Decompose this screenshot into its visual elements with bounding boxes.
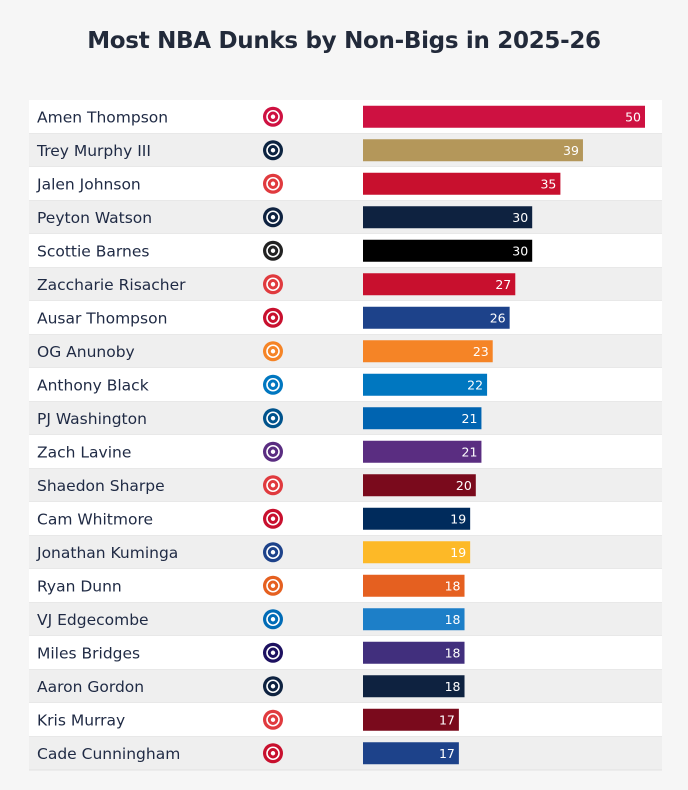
player-name-label: Kris Murray [37, 711, 125, 729]
row-background [29, 669, 662, 703]
bar [363, 239, 533, 262]
player-name-label: Miles Bridges [37, 644, 140, 662]
bar [363, 541, 471, 564]
player-name-label: Trey Murphy III [36, 142, 151, 160]
player-name-label: Zach Lavine [37, 443, 131, 461]
bar [363, 708, 459, 731]
row-background [29, 267, 662, 301]
bar-value-label: 17 [439, 712, 455, 727]
hornets-logo-icon [263, 642, 283, 663]
magic-logo-icon [263, 374, 283, 395]
bar-value-label: 30 [512, 243, 528, 258]
player-name-label: Ausar Thompson [37, 309, 167, 327]
bar-value-label: 35 [540, 176, 556, 191]
bar-value-label: 23 [473, 344, 489, 359]
hawks-logo-icon [263, 173, 283, 194]
row-background [29, 736, 662, 770]
bar-value-label: 50 [625, 109, 641, 124]
row-background [29, 502, 662, 536]
nuggets-logo-icon [263, 207, 283, 228]
suns-logo-icon [263, 575, 283, 596]
bar [363, 574, 465, 597]
bar-value-label: 21 [462, 411, 478, 426]
player-name-label: Cade Cunningham [37, 745, 180, 763]
bar-value-label: 39 [563, 143, 579, 158]
bar-value-label: 18 [445, 612, 461, 627]
bar-value-label: 27 [495, 277, 511, 292]
bar [363, 105, 645, 128]
warriors-logo-icon [263, 542, 283, 563]
trail-blazers-logo-icon [263, 475, 283, 496]
bar-value-label: 18 [445, 679, 461, 694]
player-name-label: VJ Edgecombe [37, 611, 149, 629]
bar-value-label: 21 [462, 444, 478, 459]
trail-blazers-logo-icon [263, 709, 283, 730]
player-name-label: Aaron Gordon [37, 678, 144, 696]
player-name-label: Cam Whitmore [37, 510, 153, 528]
bar [363, 172, 561, 195]
row-background [29, 468, 662, 502]
player-name-label: Peyton Watson [37, 209, 152, 227]
player-name-label: Shaedon Sharpe [37, 477, 165, 495]
bar [363, 407, 482, 430]
bar-value-label: 18 [445, 645, 461, 660]
raptors-logo-icon [263, 240, 283, 261]
bar [363, 474, 476, 497]
pelicans-logo-icon [263, 140, 283, 161]
rockets-logo-icon [263, 106, 283, 127]
bar [363, 340, 493, 363]
knicks-logo-icon [263, 341, 283, 362]
row-background [29, 569, 662, 603]
76ers-logo-icon [263, 609, 283, 630]
bar-value-label: 19 [450, 511, 466, 526]
row-background [29, 200, 662, 234]
row-background [29, 401, 662, 435]
bar [363, 608, 465, 631]
row-background [29, 602, 662, 636]
bar-value-label: 26 [490, 310, 506, 325]
bar [363, 273, 516, 296]
bar [363, 139, 583, 162]
mavericks-logo-icon [263, 408, 283, 429]
bar [363, 507, 471, 530]
row-background [29, 301, 662, 335]
bar [363, 206, 533, 229]
hawks-logo-icon [263, 274, 283, 295]
bar-value-label: 17 [439, 746, 455, 761]
row-background [29, 636, 662, 670]
wizards-logo-icon [263, 508, 283, 529]
nuggets-logo-icon [263, 676, 283, 697]
bar [363, 440, 482, 463]
bar-value-label: 20 [456, 478, 472, 493]
bar-value-label: 30 [512, 210, 528, 225]
player-name-label: Ryan Dunn [37, 577, 122, 595]
row-background [29, 535, 662, 569]
row-background [29, 703, 662, 737]
row-background [29, 334, 662, 368]
player-name-label: Scottie Barnes [37, 242, 149, 260]
bar [363, 742, 459, 765]
player-name-label: OG Anunoby [37, 343, 135, 361]
bar [363, 641, 465, 664]
pistons-logo-icon [263, 307, 283, 328]
bar-value-label: 22 [467, 377, 483, 392]
player-name-label: PJ Washington [37, 410, 147, 428]
player-name-label: Amen Thompson [37, 108, 168, 126]
player-name-label: Jonathan Kuminga [36, 544, 178, 562]
bar [363, 373, 488, 396]
player-name-label: Zaccharie Risacher [37, 276, 186, 294]
row-background [29, 435, 662, 469]
row-background [29, 234, 662, 268]
player-name-label: Jalen Johnson [36, 175, 141, 193]
pistons-logo-icon [263, 743, 283, 764]
bar-value-label: 19 [450, 545, 466, 560]
row-background [29, 368, 662, 402]
chart-title: Most NBA Dunks by Non-Bigs in 2025-26 [87, 28, 601, 54]
bar [363, 306, 510, 329]
kings-logo-icon [263, 441, 283, 462]
player-name-label: Anthony Black [37, 376, 149, 394]
bar [363, 675, 465, 698]
bar-value-label: 18 [445, 578, 461, 593]
